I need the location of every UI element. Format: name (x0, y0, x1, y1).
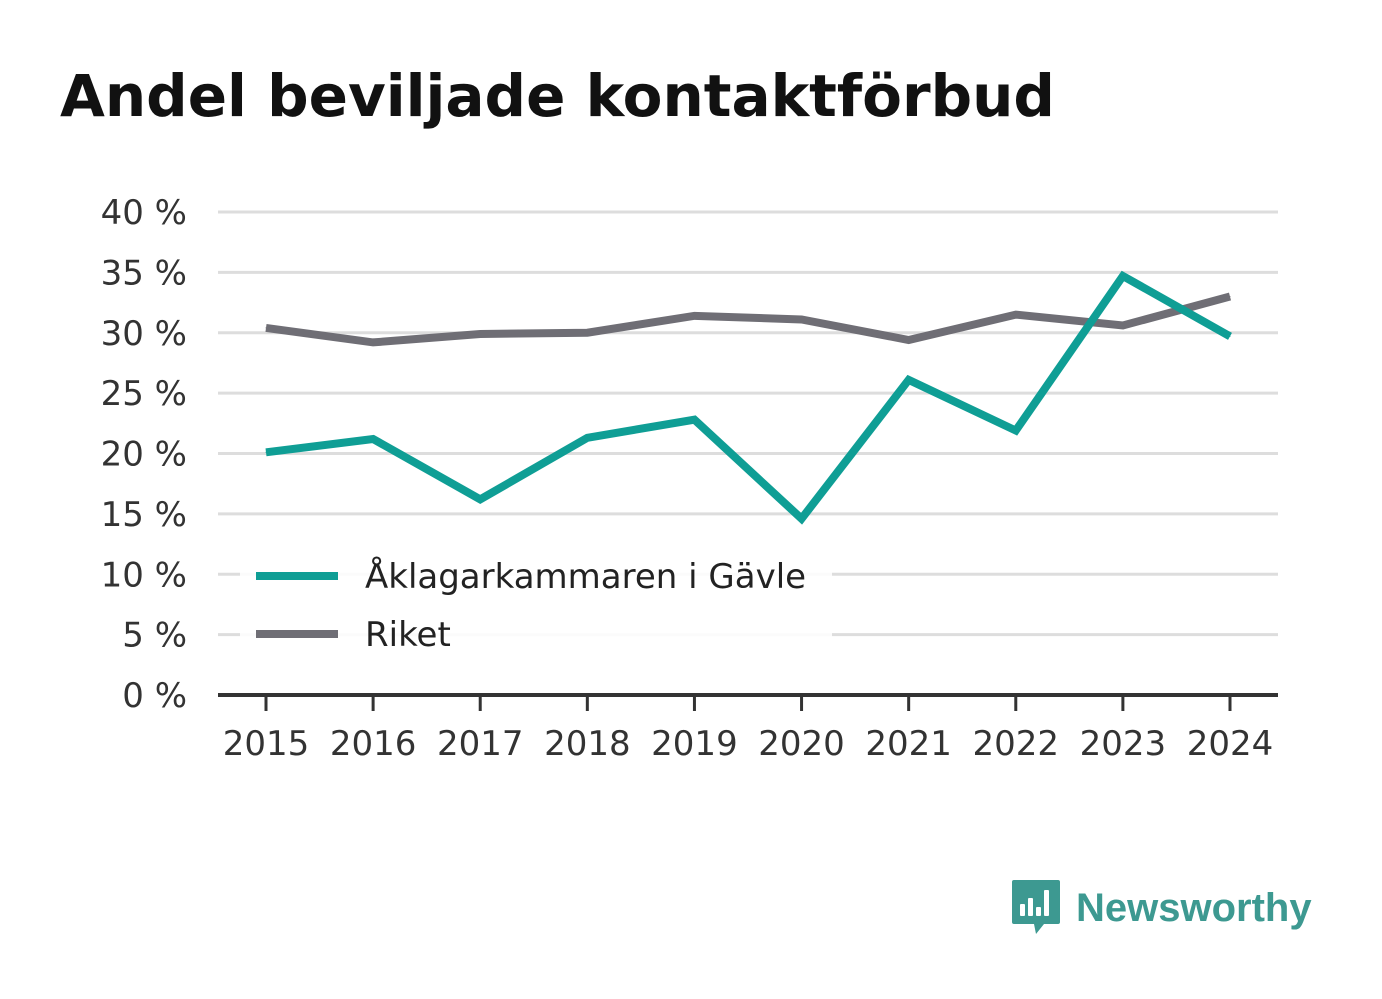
data-point (693, 419, 695, 421)
newsworthy-brand: Newsworthy (1010, 878, 1312, 938)
data-point (479, 333, 481, 335)
data-point (586, 332, 588, 334)
y-axis-ticks: 0 % 5 % 10 % 15 % 20 % 25 % 30 % 35 % 40 % (101, 193, 187, 716)
data-point (693, 315, 695, 317)
x-tick-label: 2024 (1187, 724, 1274, 764)
x-tick-label: 2020 (758, 724, 845, 764)
data-point (479, 498, 481, 500)
data-point (801, 518, 803, 520)
data-point (1122, 325, 1124, 327)
data-point (265, 327, 267, 329)
series-line-1 (265, 270, 1232, 525)
x-tick-label: 2023 (1080, 724, 1167, 764)
series-line-2 (265, 292, 1232, 347)
y-tick-label: 25 % (101, 374, 187, 414)
x-tick-label: 2015 (223, 724, 310, 764)
x-tick-label: 2016 (330, 724, 417, 764)
y-tick-label: 10 % (101, 555, 187, 595)
data-point (1122, 275, 1124, 277)
data-point (908, 339, 910, 341)
brand-name: Newsworthy (1076, 885, 1312, 930)
series-lines (265, 270, 1232, 525)
data-point (1229, 335, 1231, 337)
y-tick-label: 40 % (101, 193, 187, 233)
data-point (801, 318, 803, 320)
data-point (1229, 296, 1231, 298)
data-point (372, 438, 374, 440)
x-tick-label: 2017 (437, 724, 524, 764)
y-tick-label: 15 % (101, 495, 187, 535)
y-tick-label: 35 % (101, 253, 187, 293)
chart-title: Andel beviljade kontaktförbud (60, 62, 1055, 130)
data-point (908, 379, 910, 381)
newsworthy-logo-icon (1012, 880, 1060, 934)
data-point (1015, 430, 1017, 432)
x-tick-label: 2019 (651, 724, 738, 764)
legend-background (240, 545, 832, 657)
y-tick-label: 0 % (122, 676, 187, 716)
y-tick-label: 30 % (101, 314, 187, 354)
x-tick-label: 2018 (544, 724, 631, 764)
y-tick-label: 20 % (101, 435, 187, 475)
legend-label: Riket (365, 615, 451, 655)
data-point (1015, 314, 1017, 316)
data-point (265, 451, 267, 453)
legend: Åklagarkammaren i Gävle Riket (240, 545, 832, 657)
legend-label: Åklagarkammaren i Gävle (365, 556, 806, 597)
y-tick-label: 5 % (122, 616, 187, 656)
data-point (372, 341, 374, 343)
x-tick-label: 2021 (865, 724, 952, 764)
x-axis-ticks: 2015 2016 2017 2018 2019 2020 2021 2022 2023 2024 (223, 695, 1274, 764)
data-point (586, 437, 588, 439)
x-tick-label: 2022 (973, 724, 1060, 764)
